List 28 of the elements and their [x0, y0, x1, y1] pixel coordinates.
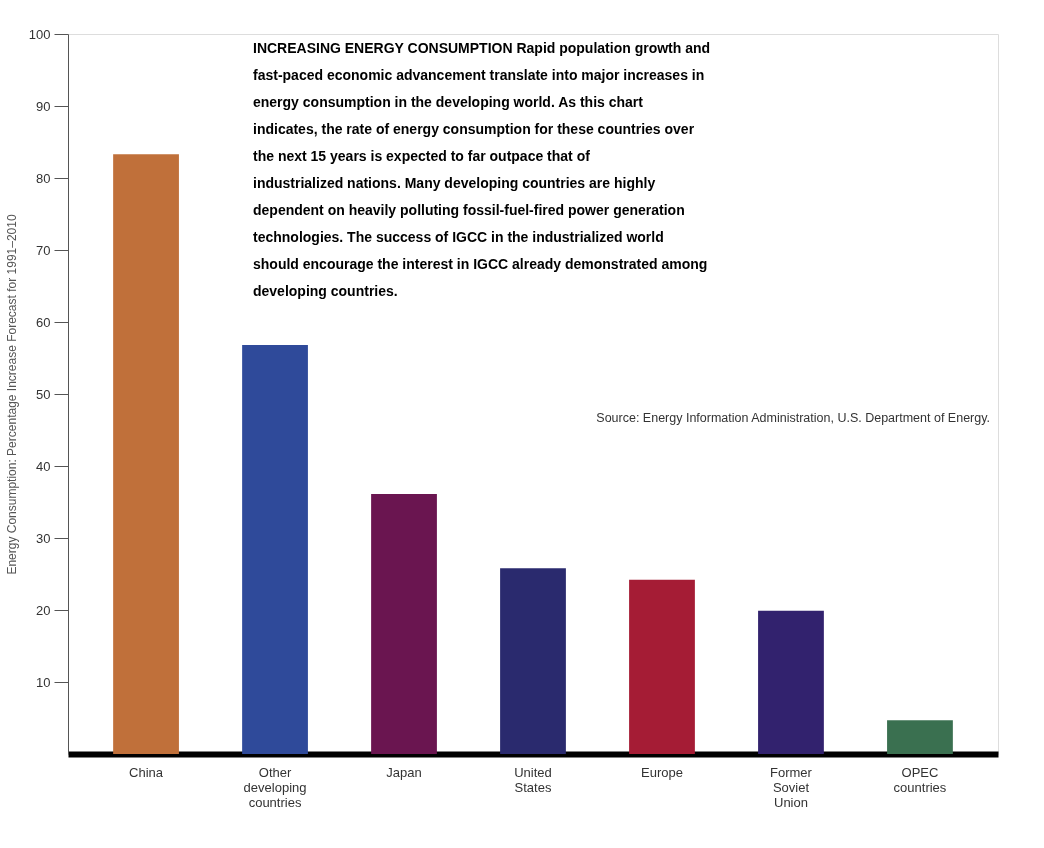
text: fast-paced economic advancement translate into major increases in energy consumption in the developing world. As this chart indicates, the rate of energy consumption for these countries over the next 15 years is expected to far outpace that of industrialized nations. Many developing countries are highly dependent on heavily polluting fossil-fuel-fired power generation technologies. The success of IGCC in the industrialized world should encourage the interest in IGCC already demonstrated among developing countries.	[253, 67, 708, 299]
bar	[242, 345, 308, 754]
x-tick-label: Other developing countries	[243, 764, 307, 810]
y-tick-label: 50	[36, 386, 51, 402]
x-tick-label: Former Soviet Union	[770, 764, 813, 810]
x-tick-label: Japan	[386, 764, 422, 780]
bar	[629, 579, 695, 754]
y-tick-label: 20	[36, 602, 51, 618]
y-tick-label: 30	[36, 530, 51, 546]
x-tick-label: United States	[514, 764, 552, 795]
y-tick-label: 100	[28, 26, 51, 42]
bar	[500, 568, 566, 754]
y-tick-label: 10	[36, 674, 51, 690]
bar	[371, 494, 437, 754]
y-tick-label: 90	[36, 98, 51, 114]
chart-title: INCREASING ENERGY CONSUMPTION Rapid population growth and	[253, 40, 711, 56]
annotation: Source: Energy Information Administration, U.S. Department of Energy.	[596, 411, 990, 425]
x-tick-label: Europe	[641, 764, 683, 780]
y-tick-label: 60	[36, 314, 51, 330]
y-tick-label: 80	[36, 170, 51, 186]
x-tick-label: OPEC countries	[893, 764, 947, 795]
y-axis-title: Energy Consumption: Percentage Increase Forecast for 1991–2010	[4, 214, 19, 575]
y-tick-label: 40	[36, 458, 51, 474]
x-tick-label: China	[129, 764, 164, 780]
y-tick-label: 70	[36, 242, 51, 258]
bar	[758, 610, 824, 754]
bar	[887, 720, 953, 754]
bar	[113, 154, 179, 754]
